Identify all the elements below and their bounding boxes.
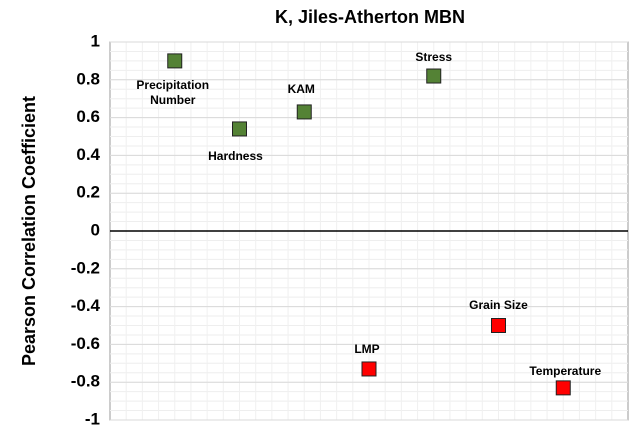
point-label: Hardness — [208, 149, 263, 164]
marker — [491, 318, 506, 333]
y-axis-label: Pearson Correlation Coefficient — [19, 96, 39, 366]
y-tick-label: -0.8 — [71, 372, 100, 391]
y-tick-label: 0.2 — [76, 183, 100, 202]
point-label: Precipitation Number — [136, 77, 210, 107]
y-tick-label: -0.2 — [71, 258, 100, 277]
marker — [361, 361, 377, 377]
marker — [555, 380, 571, 396]
point-label: Temperature — [529, 364, 602, 379]
point-label: LMP — [354, 342, 380, 357]
point-label: KAM — [287, 82, 315, 97]
y-tick-label: 0 — [91, 220, 100, 239]
point-label: Stress — [415, 49, 453, 64]
marker — [426, 68, 442, 84]
y-tick-label: 0.8 — [76, 69, 100, 88]
point-label: Grain Size — [469, 298, 528, 312]
y-tick-label: -0.4 — [71, 296, 101, 315]
y-tick-label: 0.6 — [76, 107, 100, 126]
marker — [232, 121, 247, 137]
y-tick-label: 1 — [91, 31, 100, 50]
marker — [167, 53, 183, 69]
y-tick-label: -0.6 — [71, 334, 100, 353]
y-tick-label: -1 — [85, 409, 100, 428]
marker — [296, 104, 312, 120]
y-tick-label: 0.4 — [76, 145, 100, 164]
chart-title: K, Jiles-Atherton MBN — [275, 7, 465, 27]
